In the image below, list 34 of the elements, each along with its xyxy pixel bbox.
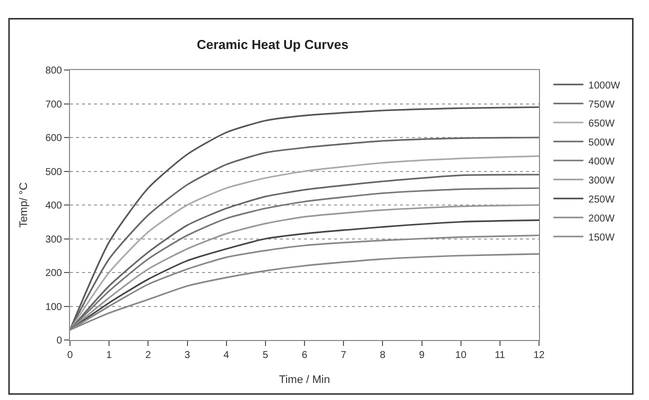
- x-tick-label: 7: [340, 350, 347, 361]
- y-tick-label: 300: [45, 234, 62, 246]
- x-axis-title: Time / Min: [279, 374, 330, 386]
- y-tick-label: 0: [56, 336, 62, 346]
- y-tick-label: 400: [45, 200, 62, 212]
- x-tick-label: 11: [494, 350, 506, 361]
- y-tick-label: 200: [45, 268, 62, 279]
- y-tick-label: 700: [45, 99, 62, 110]
- x-tick-label: 12: [533, 350, 545, 361]
- y-tick-label: 100: [45, 302, 62, 313]
- legend-label: 250W: [588, 194, 616, 206]
- x-tick-label: 8: [380, 350, 386, 361]
- legend-label: 500W: [588, 137, 616, 148]
- y-tick-label: 600: [45, 133, 62, 144]
- x-tick-label: 0: [67, 350, 74, 361]
- legend-label: 750W: [588, 99, 616, 110]
- y-axis-title: Temp/ °C: [18, 182, 30, 228]
- legend-label: 200W: [588, 213, 616, 224]
- y-tick-label: 800: [45, 66, 62, 76]
- x-tick-label: 6: [302, 350, 308, 361]
- legend-label: 400W: [588, 156, 616, 168]
- x-tick-label: 10: [455, 350, 467, 361]
- x-tick-label: 4: [224, 350, 230, 361]
- legend-label: 650W: [588, 118, 616, 130]
- legend-label: 150W: [588, 232, 616, 244]
- x-tick-label: 3: [184, 350, 190, 361]
- x-tick-label: 9: [418, 350, 425, 361]
- chart-title: Ceramic Heat Up Curves: [196, 37, 348, 52]
- y-tick-label: 500: [45, 166, 62, 178]
- x-tick-label: 5: [262, 350, 269, 361]
- legend-label: 1000W: [588, 80, 621, 92]
- x-tick-label: 2: [145, 350, 152, 361]
- legend-label: 300W: [588, 175, 616, 186]
- x-tick-label: 1: [106, 350, 112, 361]
